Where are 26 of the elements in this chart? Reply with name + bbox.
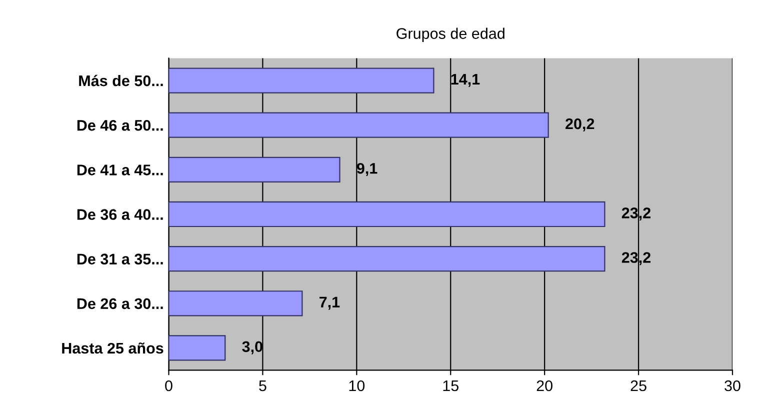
x-tick-label: 20 xyxy=(536,380,552,392)
bar xyxy=(168,201,606,228)
y-tick-label: De 46 a 50... xyxy=(77,120,163,131)
bar xyxy=(168,290,303,316)
bar xyxy=(168,335,226,361)
x-tick-label: 10 xyxy=(349,380,365,392)
y-tick-label: De 31 a 35... xyxy=(77,254,163,265)
bar xyxy=(168,68,434,94)
x-tick-label: 25 xyxy=(630,380,646,392)
y-tick-label: De 41 a 45... xyxy=(77,164,163,176)
data-label: 7,1 xyxy=(319,296,340,310)
x-tick-label: 0 xyxy=(165,380,172,392)
bar xyxy=(168,112,549,138)
data-label: 9,1 xyxy=(356,162,378,176)
data-label: 14,1 xyxy=(451,74,480,87)
x-tick-label: 30 xyxy=(724,380,740,392)
chart-title: Grupos de edad xyxy=(396,28,504,42)
y-tick-label: Hasta 25 años xyxy=(62,342,164,354)
x-tick-label: 5 xyxy=(259,380,266,392)
y-tick-label: De 36 a 40... xyxy=(77,209,163,220)
bar xyxy=(168,246,606,272)
bar xyxy=(168,156,340,182)
x-tick-label: 15 xyxy=(443,380,458,392)
data-label: 20,2 xyxy=(566,118,594,132)
y-tick-label: De 26 a 30... xyxy=(77,298,163,310)
y-tick-label: Más de 50... xyxy=(79,74,163,86)
